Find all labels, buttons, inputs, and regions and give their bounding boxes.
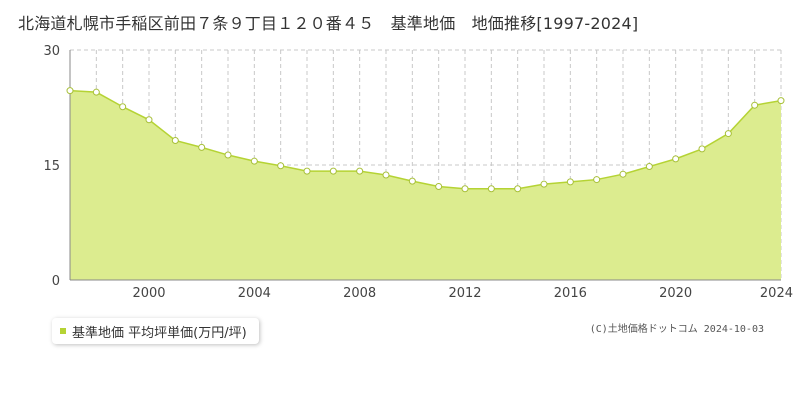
data-point-2012 <box>461 185 469 193</box>
data-point-2024 <box>777 97 785 105</box>
data-point-2017 <box>593 176 601 184</box>
series-line <box>69 89 782 190</box>
data-point-2011 <box>435 182 443 190</box>
copyright-text: (C)土地価格ドットコム 2024-10-03 <box>589 324 764 335</box>
x-tick-label-2004: 2004 <box>238 286 271 301</box>
x-tick-label-2016: 2016 <box>554 286 587 301</box>
data-point-2006 <box>303 167 311 175</box>
legend: 基準地価 平均坪単価(万円/坪) <box>52 318 259 344</box>
data-point-2022 <box>724 130 732 138</box>
data-point-2016 <box>566 178 574 186</box>
data-point-2007 <box>329 167 337 175</box>
tick-labels: 0 15 30 2000 2004 2008 2012 2016 2020 2024 <box>43 44 793 301</box>
data-point-1998 <box>92 88 100 96</box>
data-point-2019 <box>645 163 653 171</box>
data-point-2014 <box>514 185 522 193</box>
data-point-1997 <box>66 87 74 95</box>
x-tick-label-2008: 2008 <box>343 286 376 301</box>
data-point-2020 <box>672 155 680 163</box>
data-point-2008 <box>356 167 364 175</box>
x-tick-label-2000: 2000 <box>132 286 165 301</box>
chart-title: 北海道札幌市手稲区前田７条９丁目１２０番４５ 基準地価 地価推移[1997-20… <box>18 14 639 33</box>
data-point-2021 <box>698 145 706 153</box>
data-point-2009 <box>382 171 390 179</box>
data-point-1999 <box>119 103 127 111</box>
x-tick-label-2012: 2012 <box>448 286 481 301</box>
data-point-2000 <box>145 116 153 124</box>
data-point-2001 <box>171 136 179 144</box>
data-point-2010 <box>408 177 416 185</box>
data-point-2013 <box>487 185 495 193</box>
data-point-2003 <box>224 151 232 159</box>
data-point-2002 <box>198 143 206 151</box>
data-point-2015 <box>540 180 548 188</box>
legend-swatch-icon <box>60 328 66 334</box>
y-tick-label-0: 0 <box>52 274 60 289</box>
y-tick-label-30: 30 <box>43 44 60 59</box>
area-layer <box>69 89 782 280</box>
x-tick-label-2020: 2020 <box>659 286 692 301</box>
series-area <box>70 90 781 280</box>
data-point-2023 <box>751 101 759 109</box>
data-points <box>66 87 785 193</box>
data-point-2018 <box>619 170 627 178</box>
x-tick-label-2024: 2024 <box>760 286 793 301</box>
data-point-2005 <box>277 162 285 170</box>
data-point-2004 <box>250 157 258 165</box>
legend-label: 基準地価 平均坪単価(万円/坪) <box>72 325 247 341</box>
y-tick-label-15: 15 <box>43 159 60 174</box>
